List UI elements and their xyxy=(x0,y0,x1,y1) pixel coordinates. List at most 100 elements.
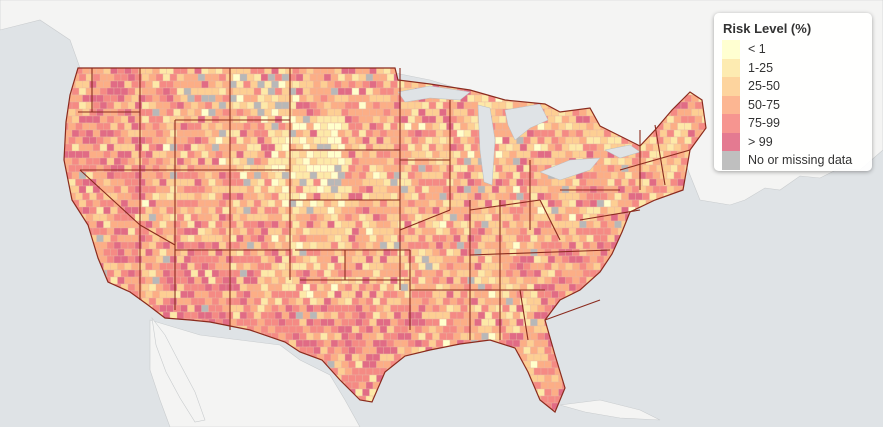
county[interactable] xyxy=(635,290,643,299)
county[interactable] xyxy=(110,318,125,334)
county[interactable] xyxy=(512,241,521,250)
county[interactable] xyxy=(551,122,559,131)
county[interactable] xyxy=(495,164,503,173)
county[interactable] xyxy=(358,213,367,222)
county[interactable] xyxy=(533,325,542,334)
county[interactable] xyxy=(502,332,510,341)
county[interactable] xyxy=(383,360,391,369)
county[interactable] xyxy=(701,395,709,404)
county[interactable] xyxy=(523,304,531,313)
county[interactable] xyxy=(589,339,598,348)
county[interactable] xyxy=(341,192,349,201)
county[interactable] xyxy=(617,325,626,334)
county[interactable] xyxy=(260,73,269,82)
county[interactable] xyxy=(579,248,587,257)
county[interactable] xyxy=(141,311,150,320)
county[interactable] xyxy=(62,94,69,103)
county[interactable] xyxy=(82,80,90,89)
county[interactable] xyxy=(362,220,370,229)
county[interactable] xyxy=(355,388,363,397)
county[interactable] xyxy=(351,325,360,334)
county[interactable] xyxy=(505,311,514,320)
county[interactable] xyxy=(106,283,115,292)
county[interactable] xyxy=(484,255,493,264)
county[interactable] xyxy=(201,192,209,201)
county[interactable] xyxy=(463,143,472,152)
county[interactable] xyxy=(425,262,433,271)
county[interactable] xyxy=(113,213,122,222)
county[interactable] xyxy=(439,220,447,229)
county[interactable] xyxy=(684,402,692,411)
county[interactable] xyxy=(435,297,444,306)
county[interactable] xyxy=(659,297,668,306)
county[interactable] xyxy=(64,297,80,313)
county[interactable] xyxy=(309,157,318,166)
county[interactable] xyxy=(582,339,591,348)
county[interactable] xyxy=(313,332,321,341)
county[interactable] xyxy=(285,304,293,313)
county[interactable] xyxy=(491,101,500,110)
county[interactable] xyxy=(351,395,360,404)
county[interactable] xyxy=(540,255,549,264)
county[interactable] xyxy=(386,87,395,96)
county[interactable] xyxy=(575,129,584,138)
county[interactable] xyxy=(642,234,650,243)
county[interactable] xyxy=(379,227,388,236)
county[interactable] xyxy=(474,178,482,187)
county[interactable] xyxy=(55,360,69,376)
county[interactable] xyxy=(432,206,440,215)
county[interactable] xyxy=(544,346,552,355)
county[interactable] xyxy=(449,101,458,110)
county[interactable] xyxy=(530,136,538,145)
county[interactable] xyxy=(334,164,342,173)
county[interactable] xyxy=(628,262,636,271)
county[interactable] xyxy=(201,206,209,215)
county[interactable] xyxy=(495,304,503,313)
county[interactable] xyxy=(659,409,668,417)
county[interactable] xyxy=(537,304,545,313)
county[interactable] xyxy=(404,388,412,397)
county[interactable] xyxy=(596,199,605,208)
county[interactable] xyxy=(85,213,94,222)
county[interactable] xyxy=(414,171,423,180)
county[interactable] xyxy=(397,290,405,299)
county[interactable] xyxy=(309,325,318,334)
county[interactable] xyxy=(460,122,468,131)
county[interactable] xyxy=(89,332,97,341)
county[interactable] xyxy=(481,388,489,397)
county[interactable] xyxy=(491,297,500,306)
county[interactable] xyxy=(530,164,538,173)
county[interactable] xyxy=(677,360,685,369)
county[interactable] xyxy=(680,213,689,222)
county[interactable] xyxy=(204,171,213,180)
county[interactable] xyxy=(92,409,101,417)
county[interactable] xyxy=(484,241,493,250)
county[interactable] xyxy=(131,332,146,348)
county[interactable] xyxy=(313,318,321,327)
county[interactable] xyxy=(593,360,601,369)
county[interactable] xyxy=(323,199,332,208)
county[interactable] xyxy=(78,339,87,348)
county[interactable] xyxy=(505,227,514,236)
county[interactable] xyxy=(358,381,367,390)
county[interactable] xyxy=(631,157,640,166)
county[interactable] xyxy=(281,171,290,180)
county[interactable] xyxy=(694,255,703,264)
county[interactable] xyxy=(456,311,465,320)
county[interactable] xyxy=(64,395,80,411)
county[interactable] xyxy=(71,269,80,278)
county[interactable] xyxy=(155,171,164,180)
county[interactable] xyxy=(512,255,521,264)
county[interactable] xyxy=(82,318,97,334)
county[interactable] xyxy=(278,122,286,131)
county[interactable] xyxy=(610,353,619,362)
county[interactable] xyxy=(316,283,325,292)
county[interactable] xyxy=(673,325,682,334)
county[interactable] xyxy=(698,374,706,383)
county[interactable] xyxy=(58,129,66,138)
county[interactable] xyxy=(85,143,94,152)
county[interactable] xyxy=(55,402,69,417)
county[interactable] xyxy=(657,417,664,424)
county[interactable] xyxy=(306,304,314,313)
